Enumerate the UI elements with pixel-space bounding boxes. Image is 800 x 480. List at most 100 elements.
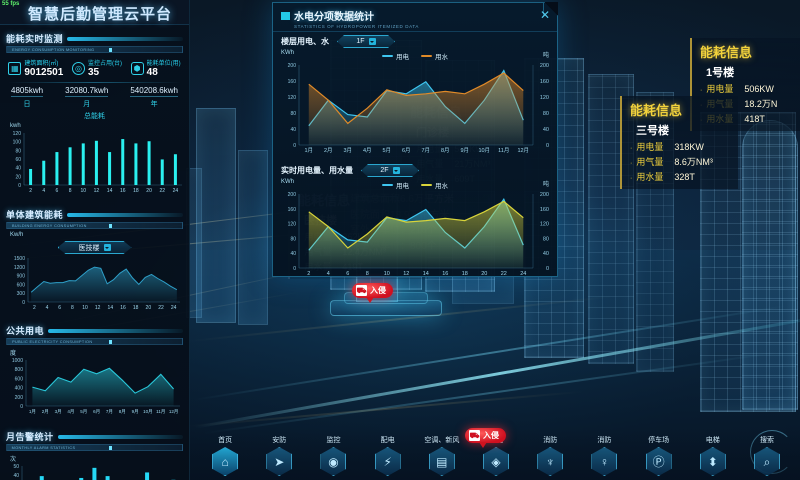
legend-item-water[interactable]: 用水 <box>421 51 448 61</box>
building-cylinder[interactable] <box>742 120 798 410</box>
nav-glyph: ♆ <box>545 454 555 469</box>
energy-unit-icon: ⬢ <box>130 61 144 75</box>
svg-text:20: 20 <box>15 174 21 180</box>
totals-caption: 总能耗 <box>84 113 105 120</box>
info-panel-building-3[interactable]: 能耗信息 三号楼 · 用电量 318KW · 用气量 8.6万NM³ · 用水量 328T <box>620 96 738 189</box>
section-accent-bar <box>67 36 183 41</box>
legend-item-power[interactable]: 用电 <box>382 51 409 61</box>
svg-text:24: 24 <box>171 305 177 311</box>
building-block[interactable] <box>196 108 236 323</box>
svg-text:600: 600 <box>15 376 24 382</box>
chart-monthly-alarm: 次 010203040501月2月3月4月5月6月7月8月9月10月11月12月 <box>4 454 185 480</box>
kpi-energy-units[interactable]: ⬢ 能耗单位(用) 48 <box>130 58 181 78</box>
nav-item-hvac[interactable]: 空调、新风 ▤ <box>415 435 469 476</box>
nav-glyph: ⚡ <box>383 454 392 469</box>
svg-text:1月: 1月 <box>29 409 36 415</box>
hvac-icon[interactable]: ▤ <box>428 447 455 476</box>
bullet-icon: · <box>630 145 633 152</box>
monthly-alarm-bar-chart[interactable]: 010203040501月2月3月4月5月6月7月8月9月10月11月12月 <box>4 463 186 480</box>
section-subtitle: ENERGY CONSUMPTION MONITORING <box>12 47 95 52</box>
nav-item-security[interactable]: 安防 ➤ <box>252 435 306 476</box>
section-accent-bar <box>67 212 183 217</box>
section-header-monthly-alarm: 月告警统计 <box>6 430 183 443</box>
legend-item-power[interactable]: 用电 <box>382 180 409 190</box>
svg-text:80: 80 <box>543 236 549 242</box>
nav-glyph: ➤ <box>274 454 285 469</box>
section-marker-icon <box>108 48 112 52</box>
total-day: 4805kwh 日 <box>11 86 44 109</box>
chart-y-unit: 次 <box>10 457 17 463</box>
svg-text:10: 10 <box>82 305 88 311</box>
home-icon[interactable]: ⌂ <box>212 447 239 476</box>
building-podium[interactable] <box>330 300 442 316</box>
nav-glyph: Ⓟ <box>652 454 665 469</box>
svg-text:60: 60 <box>15 157 21 163</box>
chart-hourly-energy: kwh 0 20 40 60 80 100 120 2 4 6 8 10 12 14 16 18 20 22 24 <box>4 123 185 201</box>
alert-badge-intrusion-2[interactable]: ⛟ 入侵 <box>465 428 506 448</box>
building-select-dropdown[interactable]: 医技楼 <box>58 241 132 254</box>
alert-badge-intrusion-1[interactable]: ⛟ 入侵 <box>352 283 393 303</box>
fire-lamp-icon[interactable]: ♀ <box>591 447 618 476</box>
floor-select-dropdown-2[interactable]: 2F <box>361 164 419 177</box>
svg-text:6月: 6月 <box>93 409 100 415</box>
parking-icon[interactable]: Ⓟ <box>645 447 672 476</box>
svg-text:4: 4 <box>327 271 330 277</box>
floor-monthly-chart[interactable]: 0 40 80 120 160 200 1月 2月 3月 4月 5月 6月 7月 8月 9月 10月 11月 12… <box>273 61 559 159</box>
chevron-down-icon <box>369 38 376 45</box>
nav-item-energy[interactable]: 能耗 ◈ <box>469 435 523 476</box>
building-block[interactable] <box>238 150 268 325</box>
svg-text:40: 40 <box>290 251 296 257</box>
search-icon[interactable]: ⌕ <box>753 447 780 476</box>
legend-label: 用水 <box>435 54 448 61</box>
section-header-energy-monitoring: 能耗实时监测 <box>6 32 183 45</box>
chart2-axis-units: KWh 吨 <box>273 177 557 188</box>
alert-label: 入侵 <box>483 431 499 440</box>
section-header-building-energy: 单体建筑能耗 <box>6 208 183 221</box>
legend-item-water[interactable]: 用水 <box>421 180 448 190</box>
svg-text:120: 120 <box>13 131 22 137</box>
kpi-camera-count[interactable]: ◎ 监控占用(台) 35 <box>71 58 122 78</box>
svg-text:120: 120 <box>540 95 549 101</box>
nav-item-parking[interactable]: 停车场 Ⓟ <box>632 435 686 476</box>
svg-text:0: 0 <box>293 143 296 149</box>
kpi-label: 监控占用(台) <box>87 61 122 67</box>
chart-y-unit: kwh <box>10 123 21 129</box>
svg-text:8: 8 <box>71 305 74 311</box>
floor-select-value: 2F <box>380 167 389 174</box>
svg-text:10月: 10月 <box>478 147 490 154</box>
nav-item-fire-2[interactable]: 消防 ♀ <box>577 435 631 476</box>
nav-item-home[interactable]: 首页 ⌂ <box>198 435 252 476</box>
svg-text:0: 0 <box>20 404 23 410</box>
building-area-icon: ▦ <box>8 61 22 75</box>
energy-drop-icon[interactable]: ◈ <box>483 447 510 476</box>
power-bolt-icon[interactable]: ⚡ <box>374 447 401 476</box>
close-icon[interactable]: ✕ <box>539 8 550 22</box>
nav-item-monitor[interactable]: 监控 ◉ <box>306 435 360 476</box>
fire-hydrant-icon[interactable]: ♆ <box>537 447 564 476</box>
floor-select-dropdown-1[interactable]: 1F <box>337 35 395 48</box>
nav-item-fire-1[interactable]: 消防 ♆ <box>523 435 577 476</box>
floor-select-value: 1F <box>356 38 365 45</box>
svg-text:10: 10 <box>384 271 390 277</box>
total-month: 32080.7kwh 月 <box>65 86 109 109</box>
svg-text:2月: 2月 <box>324 147 333 154</box>
section-title: 能耗实时监测 <box>6 34 64 44</box>
nav-item-search[interactable]: 搜索 ⌕ <box>740 435 794 476</box>
kpi-value: 48 <box>146 67 158 78</box>
kpi-building-area[interactable]: ▦ 建筑面积(㎡) 9012501 <box>8 58 63 78</box>
elevator-icon[interactable]: ⬍ <box>699 447 726 476</box>
nav-item-power-distribution[interactable]: 配电 ⚡ <box>361 435 415 476</box>
nav-label: 首页 <box>218 437 233 444</box>
monitor-pin-icon[interactable]: ◉ <box>320 447 347 476</box>
public-electricity-area-chart[interactable]: 0 200 400 600 800 1000 1月 2月 3月 4月 5月 6月 7月 8月 9月 10月 11… <box>4 357 186 423</box>
chart2-controls: 实时用电量、用水量 2F <box>273 161 557 177</box>
nav-label: 安防 <box>272 437 287 444</box>
nav-item-elevator[interactable]: 电梯 ⬍ <box>686 435 740 476</box>
chart-y-unit: Kw/h <box>10 232 24 238</box>
security-camera-icon[interactable]: ➤ <box>266 447 293 476</box>
svg-text:0: 0 <box>293 266 296 272</box>
svg-text:300: 300 <box>17 291 26 297</box>
